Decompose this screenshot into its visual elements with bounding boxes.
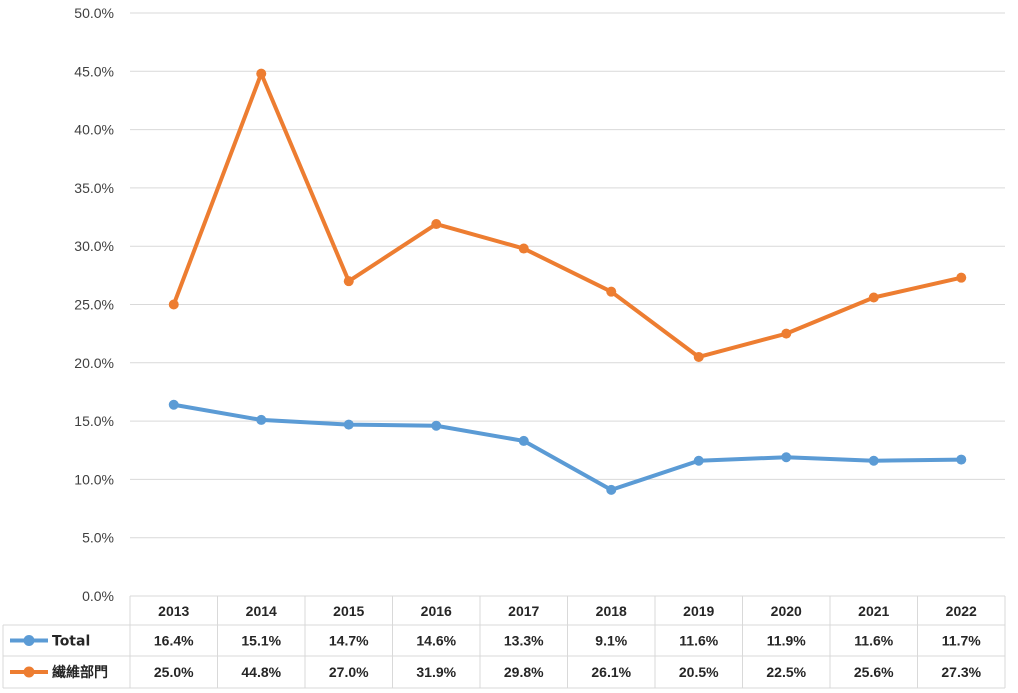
data-point — [956, 272, 967, 283]
data-point — [168, 299, 179, 310]
y-tick-label: 15.0% — [74, 413, 114, 429]
data-cell: 26.1% — [591, 664, 631, 680]
data-table: 2013 2014 2015 2016 2017 2018 2019 2020 2021 2022… — [2, 595, 1006, 689]
data-cell: 31.9% — [416, 664, 456, 680]
data-cell: 11.6% — [854, 633, 893, 649]
category-label: 2013 — [158, 603, 189, 619]
legend-key-marker — [23, 635, 35, 646]
data-cell: 11.6% — [679, 633, 718, 649]
legend-key-marker — [23, 666, 35, 678]
data-point — [518, 435, 529, 446]
y-tick-label: 5.0% — [82, 530, 114, 546]
y-tick-label: 20.0% — [74, 355, 114, 371]
data-cell: 22.5% — [766, 664, 806, 680]
y-tick-label: 30.0% — [74, 238, 114, 254]
category-label: 2022 — [946, 603, 977, 619]
category-label: 2015 — [333, 603, 364, 619]
y-tick-label: 25.0% — [74, 297, 114, 313]
data-point — [256, 68, 267, 79]
category-label: 2021 — [858, 603, 889, 619]
category-label: 2020 — [771, 603, 802, 619]
category-label: 2018 — [596, 603, 627, 619]
data-point — [781, 328, 792, 339]
data-cell: 27.0% — [329, 664, 369, 680]
y-tick-label: 10.0% — [74, 471, 114, 487]
data-cell: 9.1% — [595, 633, 627, 649]
data-point — [343, 276, 354, 287]
y-tick-label: 0.0% — [82, 588, 114, 604]
y-tick-label: 35.0% — [74, 180, 114, 196]
data-cell: 15.1% — [241, 633, 281, 649]
data-cell: 25.0% — [154, 664, 194, 680]
data-point — [956, 454, 967, 465]
data-cell: 11.7% — [942, 633, 981, 649]
data-cell: 11.9% — [767, 633, 806, 649]
data-point — [606, 484, 617, 495]
data-cell: 14.6% — [416, 633, 456, 649]
data-point — [693, 455, 704, 466]
data-point — [693, 351, 704, 362]
series-lines — [168, 68, 967, 495]
data-cell: 14.7% — [329, 633, 369, 649]
data-cell: 25.6% — [854, 664, 894, 680]
category-label: 2017 — [508, 603, 539, 619]
data-point — [606, 286, 617, 297]
data-point — [518, 243, 529, 254]
data-cell: 29.8% — [504, 664, 544, 680]
y-tick-label: 40.0% — [74, 122, 114, 138]
data-point — [868, 292, 879, 303]
data-point — [343, 419, 354, 430]
legend-label: Total — [52, 634, 90, 650]
data-cell: 13.3% — [504, 633, 544, 649]
data-point — [431, 420, 442, 431]
data-cell: 44.8% — [241, 664, 281, 680]
y-tick-label: 50.0% — [74, 5, 114, 21]
data-point — [868, 455, 879, 466]
data-point — [168, 399, 179, 410]
category-label: 2014 — [246, 603, 277, 619]
data-point — [256, 414, 267, 425]
y-axis-tick-labels: 0.0% 5.0% 10.0% 15.0% 20.0% 25.0% 30.0% 35.0% 40… — [74, 5, 114, 604]
data-point — [431, 219, 442, 230]
legend-label: 繊維部門 — [52, 664, 108, 681]
y-tick-label: 45.0% — [74, 63, 114, 79]
series-line — [171, 402, 964, 492]
series-line — [171, 71, 964, 359]
data-cell: 27.3% — [941, 664, 981, 680]
category-label: 2019 — [683, 603, 714, 619]
category-label: 2016 — [421, 603, 452, 619]
data-cell: 16.4% — [154, 633, 194, 649]
data-point — [781, 452, 792, 463]
data-cell: 20.5% — [679, 664, 719, 680]
